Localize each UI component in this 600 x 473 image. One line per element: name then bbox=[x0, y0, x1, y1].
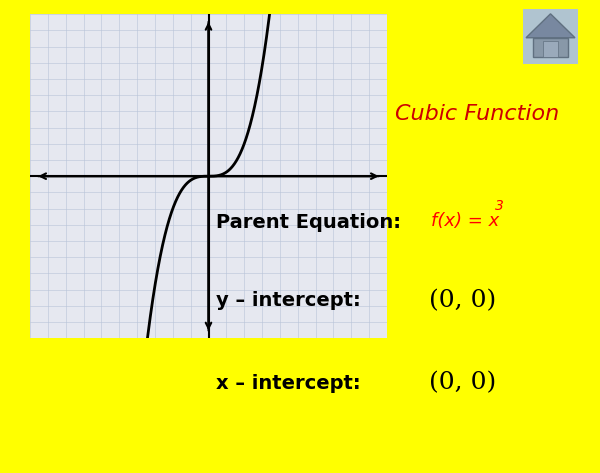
Polygon shape bbox=[526, 14, 575, 38]
Text: x – intercept:: x – intercept: bbox=[216, 374, 361, 393]
Text: (0, 0): (0, 0) bbox=[429, 289, 496, 312]
Text: Parent Equation:: Parent Equation: bbox=[216, 213, 401, 232]
Text: 3: 3 bbox=[495, 199, 504, 213]
Text: Cubic Function: Cubic Function bbox=[395, 104, 559, 123]
Text: f(x) = x: f(x) = x bbox=[431, 212, 499, 230]
Text: (0, 0): (0, 0) bbox=[429, 372, 496, 394]
Polygon shape bbox=[544, 41, 557, 57]
Polygon shape bbox=[533, 38, 568, 57]
Text: y – intercept:: y – intercept: bbox=[216, 291, 361, 310]
